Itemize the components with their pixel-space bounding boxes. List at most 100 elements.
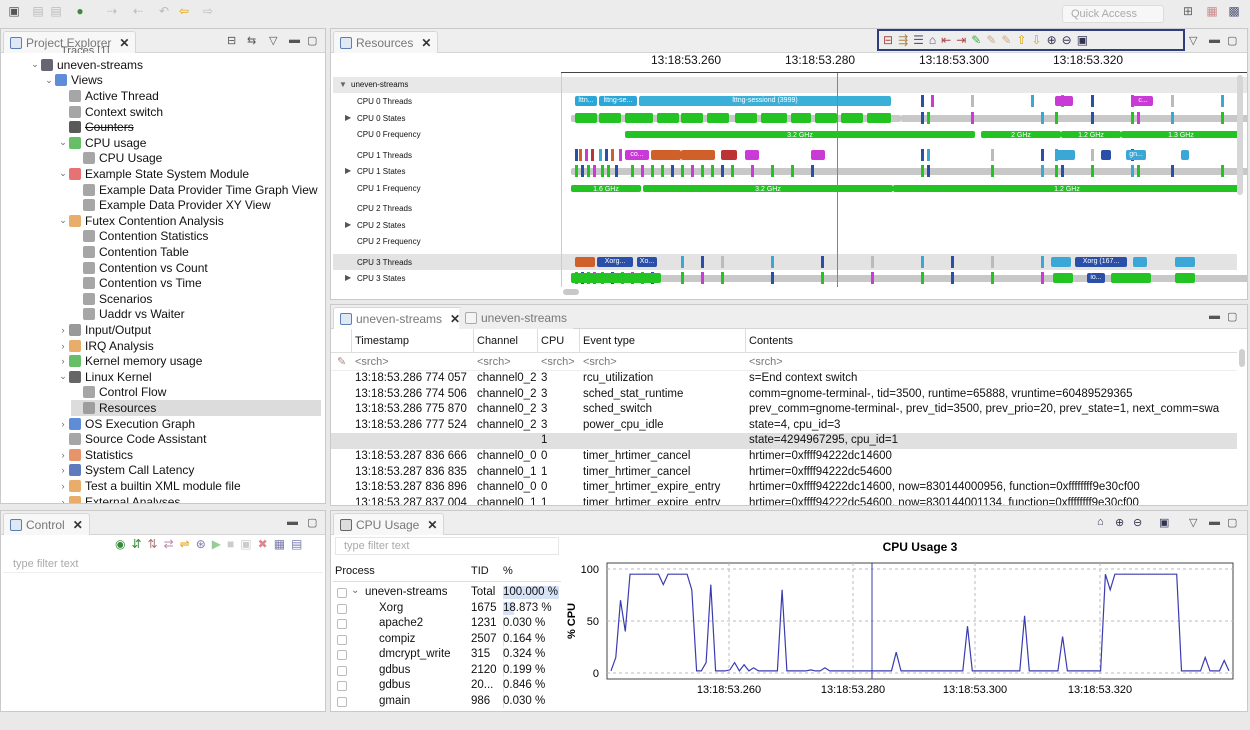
state-bar[interactable]: lttng-se...: [599, 96, 637, 106]
state-tick[interactable]: [1137, 111, 1140, 124]
tree-item[interactable]: Contention Table: [71, 244, 189, 260]
state-bar[interactable]: 1.3 GHz: [1121, 131, 1241, 138]
state-bar[interactable]: [1053, 273, 1073, 283]
tree-item[interactable]: › External Analyses: [57, 494, 180, 503]
state-bar[interactable]: [651, 149, 681, 160]
view-menu-icon[interactable]: ▽: [1189, 517, 1198, 529]
state-bar[interactable]: Xorg (167...: [1075, 256, 1127, 267]
horizontal-scrollbar[interactable]: [563, 289, 579, 295]
state-tick[interactable]: [1091, 165, 1094, 177]
add-bookmark-icon[interactable]: ✎: [971, 33, 982, 47]
state-tick[interactable]: [575, 148, 578, 161]
chevron-down-icon[interactable]: ⌄: [45, 74, 53, 85]
tree-item[interactable]: Context switch: [57, 104, 163, 120]
column-divider[interactable]: [351, 329, 352, 353]
state-tick[interactable]: [1091, 95, 1094, 107]
tree-item[interactable]: Source Code Assistant: [57, 431, 206, 447]
state-tick[interactable]: [991, 255, 994, 268]
view-menu-icon[interactable]: ▽: [1189, 35, 1198, 47]
tree-item[interactable]: Uaddr vs Waiter: [71, 307, 185, 323]
table-row[interactable]: 13:18:53.286 775 870 channel0_2 3 sched_swi…: [331, 402, 1237, 418]
state-tick[interactable]: [651, 165, 654, 177]
state-tick[interactable]: [615, 165, 618, 177]
search-field[interactable]: <srch>: [583, 356, 617, 368]
state-bar[interactable]: [571, 273, 661, 283]
tree-item[interactable]: Resources: [71, 400, 321, 416]
chevron-right-icon[interactable]: ›: [61, 418, 65, 429]
state-bar[interactable]: [657, 112, 679, 123]
tree-item[interactable]: Example Data Provider Time Graph View: [71, 182, 318, 198]
group-row[interactable]: ▼ uneven-streams: [333, 77, 1247, 93]
expand-arrow-icon[interactable]: ▶: [345, 112, 352, 122]
show-arrows-icon[interactable]: ☰: [913, 33, 924, 47]
prev-marker-icon[interactable]: ✎: [986, 33, 997, 47]
tree-item[interactable]: Counters: [57, 119, 134, 135]
state-bar[interactable]: [901, 114, 1247, 122]
state-tick[interactable]: [1221, 111, 1224, 124]
checkbox[interactable]: [337, 696, 347, 707]
state-tick[interactable]: [791, 165, 794, 177]
column-header[interactable]: Timestamp: [355, 335, 409, 347]
tree-item[interactable]: › Test a builtin XML module file: [57, 478, 241, 494]
state-tick[interactable]: [701, 272, 704, 284]
expand-arrow-icon[interactable]: ▶: [345, 219, 352, 229]
maximize-icon[interactable]: ▢: [307, 517, 318, 529]
table-row[interactable]: dmcrypt_write 315 0.324 %: [333, 647, 561, 663]
state-bar[interactable]: lttng-sessiond (3999): [639, 96, 891, 106]
state-bar[interactable]: io...: [1087, 273, 1105, 283]
resource-row[interactable]: CPU 1 Threads: [333, 147, 1237, 163]
state-bar[interactable]: [721, 149, 737, 160]
state-bar[interactable]: Xo...: [637, 256, 657, 267]
state-tick[interactable]: [821, 272, 824, 284]
table-row[interactable]: 13:18:53.287 836 835 channel0_1 1 timer_hrt…: [331, 465, 1237, 481]
tree-item[interactable]: CPU Usage: [71, 151, 162, 167]
state-tick[interactable]: [931, 95, 934, 107]
tree-item[interactable]: › OS Execution Graph: [57, 416, 196, 432]
tree-item[interactable]: › System Call Latency: [57, 463, 195, 479]
tree-item[interactable]: Example Data Provider XY View: [71, 197, 271, 213]
forward-edit-icon[interactable]: ⇢: [106, 4, 118, 18]
chevron-down-icon[interactable]: ⌄: [59, 215, 67, 226]
state-bar[interactable]: [815, 112, 837, 123]
state-bar[interactable]: [867, 112, 891, 123]
state-tick[interactable]: [1171, 165, 1174, 177]
tree-item[interactable]: › Kernel memory usage: [57, 353, 203, 369]
state-tick[interactable]: [771, 272, 774, 284]
state-bar[interactable]: [1175, 273, 1195, 283]
back-icon[interactable]: ⇦: [178, 4, 190, 18]
state-bar[interactable]: [1133, 256, 1147, 267]
chevron-right-icon[interactable]: ›: [61, 480, 65, 491]
table-row[interactable]: ⌄ uneven-streams Total 100.000 %: [333, 585, 561, 601]
chevron-down-icon[interactable]: ⌄: [59, 371, 67, 382]
state-bar[interactable]: lttn...: [575, 96, 597, 106]
state-tick[interactable]: [1221, 95, 1224, 107]
state-tick[interactable]: [921, 272, 924, 284]
close-icon[interactable]: ✕: [427, 517, 438, 532]
resource-row[interactable]: ▶ CPU 1 States: [333, 163, 1237, 179]
table-row[interactable]: 13:18:53.286 774 506 channel0_2 3 sched_sta…: [331, 387, 1237, 403]
state-tick[interactable]: [1055, 111, 1058, 124]
filter-icon[interactable]: ⇶: [898, 33, 909, 47]
state-tick[interactable]: [681, 165, 684, 177]
state-tick[interactable]: [721, 165, 724, 177]
create-session-icon[interactable]: ⇅: [147, 537, 158, 551]
state-bar[interactable]: [599, 112, 621, 123]
tab-events-1[interactable]: uneven-streams ✕: [333, 307, 468, 329]
state-tick[interactable]: [1091, 111, 1094, 124]
state-tick[interactable]: [731, 165, 734, 177]
tab-project-explorer[interactable]: Project Explorer ✕: [3, 31, 137, 53]
state-tick[interactable]: [821, 255, 824, 268]
zoom-out-icon[interactable]: ⊖: [1061, 33, 1072, 47]
chevron-down-icon[interactable]: ⌄: [31, 59, 39, 70]
state-tick[interactable]: [991, 165, 994, 177]
search-field[interactable]: <srch>: [541, 356, 575, 368]
state-tick[interactable]: [631, 165, 634, 177]
vertical-scrollbar[interactable]: [1239, 349, 1245, 367]
minimize-icon[interactable]: ▬: [1209, 34, 1220, 46]
history-icon[interactable]: ↶: [158, 4, 170, 18]
state-bar[interactable]: [1181, 149, 1189, 160]
snapshot-icon[interactable]: ⊛: [195, 537, 206, 551]
tree-item[interactable]: Scenarios: [71, 291, 152, 307]
table-row[interactable]: 1 state=4294967295, cpu_id=1: [331, 433, 1237, 449]
resource-row[interactable]: CPU 2 Threads: [333, 200, 1237, 216]
